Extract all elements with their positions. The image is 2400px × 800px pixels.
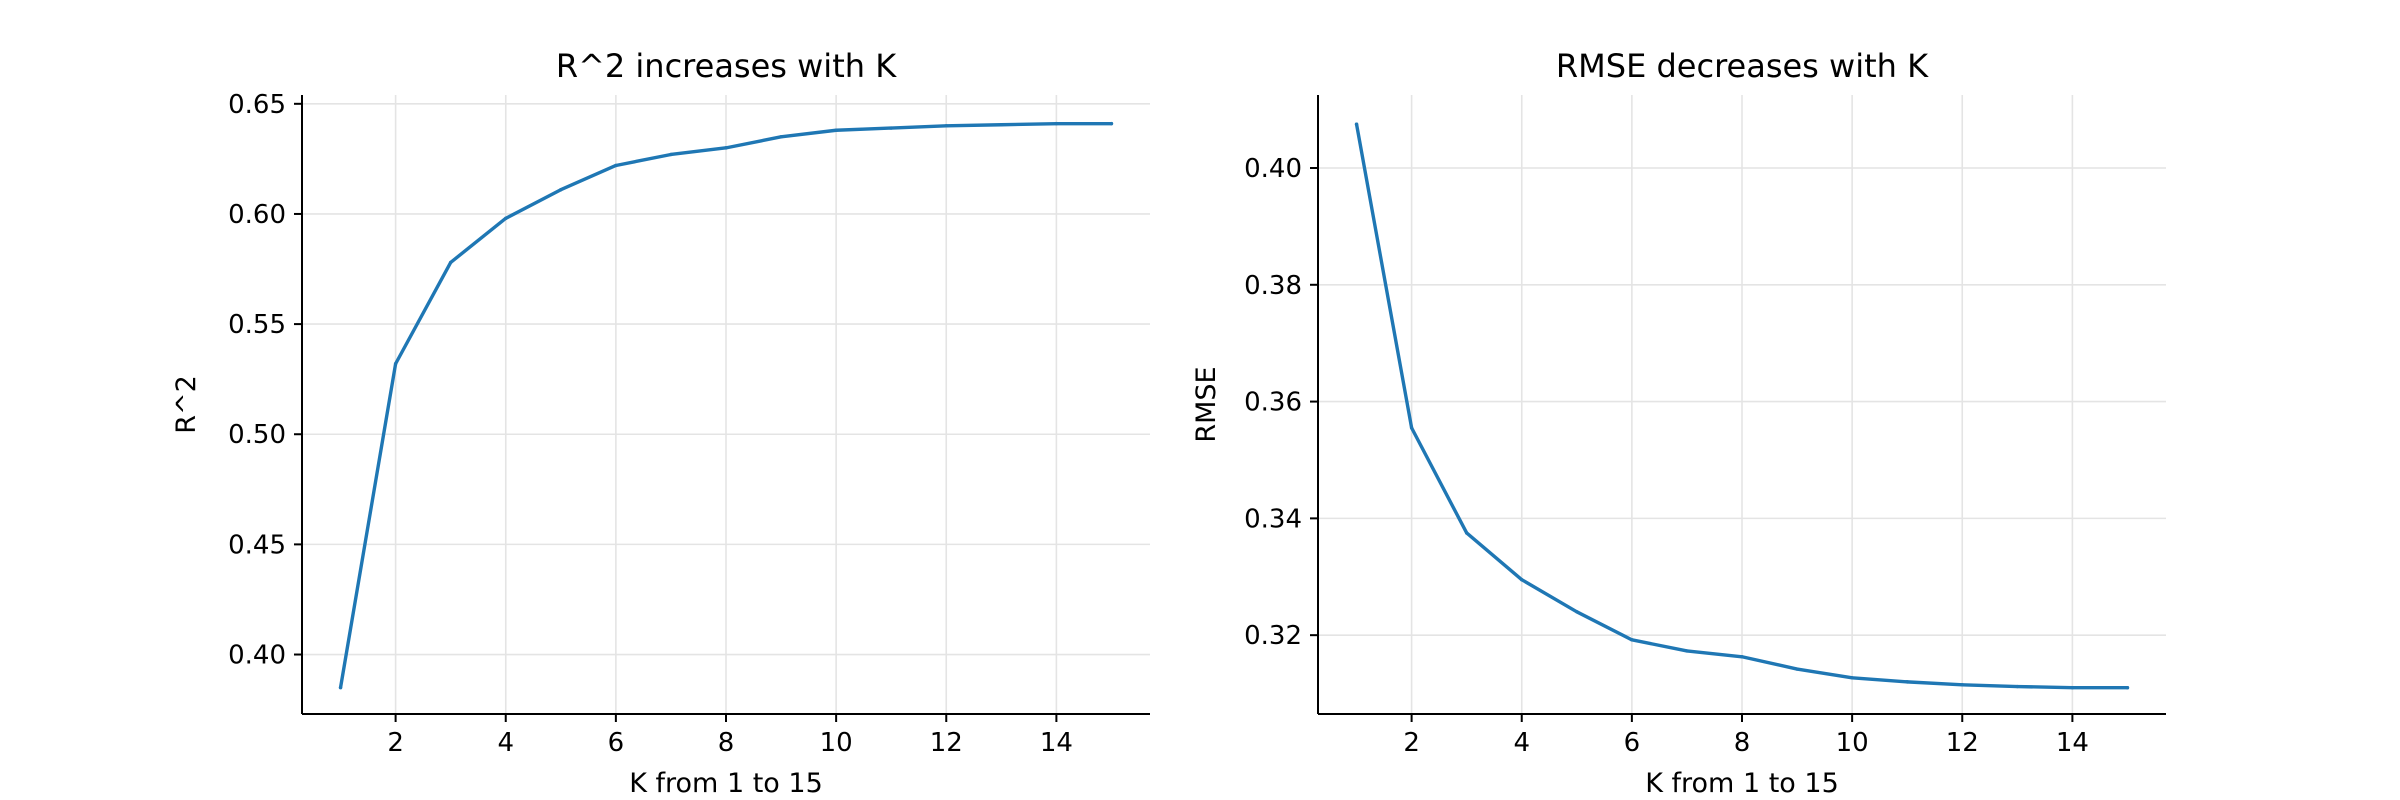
- rmse-data-point: [2015, 684, 2020, 689]
- r2-data-point: [559, 188, 563, 192]
- rmse-points: [1354, 122, 2130, 690]
- rmse-x-tick-label: 4: [1513, 728, 1530, 758]
- r2-x-axis-label: K from 1 to 15: [629, 768, 823, 799]
- rmse-data-point: [1740, 655, 1744, 659]
- chart-rmse: 2 4 6 8 10 12 14 0.32 0.34 0.36 0.38 0.40 RMSE dec…: [1191, 47, 2166, 799]
- rmse-data-point: [1409, 426, 1414, 430]
- r2-x-tick-label: 8: [718, 728, 735, 758]
- rmse-y-tick-label: 0.38: [1244, 271, 1302, 301]
- rmse-grid: [1318, 95, 2166, 714]
- rmse-data-point: [1630, 638, 1634, 642]
- r2-data-point: [999, 123, 1004, 127]
- r2-data-point: [393, 362, 398, 366]
- r2-y-tick-label: 0.40: [228, 641, 286, 671]
- r2-x-tick-label: 10: [820, 728, 853, 758]
- rmse-y-tick-label: 0.34: [1244, 504, 1302, 534]
- chart-r2: 2 4 6 8 10 12 14 0.40 0.45 0.50 0.55 0.60 0.65 R^2 …: [171, 47, 1150, 799]
- r2-x-ticks: 2 4 6 8 10 12 14: [387, 714, 1073, 758]
- r2-data-point: [1054, 121, 1059, 126]
- rmse-data-point: [2125, 686, 2130, 690]
- r2-data-point: [724, 146, 728, 150]
- rmse-data-point: [2070, 686, 2075, 690]
- r2-x-tick-label: 6: [608, 728, 625, 758]
- rmse-y-tick-label: 0.36: [1244, 388, 1302, 418]
- r2-x-tick-label: 2: [387, 728, 404, 758]
- r2-data-point: [779, 135, 783, 139]
- r2-y-tick-label: 0.65: [228, 90, 286, 120]
- rmse-data-point: [1520, 577, 1524, 582]
- rmse-data-point: [1795, 667, 1799, 671]
- r2-points: [338, 121, 1114, 690]
- r2-data-point: [448, 260, 453, 265]
- rmse-data-point: [1850, 676, 1854, 680]
- r2-y-tick-label: 0.55: [228, 310, 286, 340]
- r2-data-point: [944, 124, 948, 128]
- r2-y-axis-label: R^2: [171, 375, 202, 434]
- rmse-x-tick-label: 12: [1946, 728, 1979, 758]
- rmse-chart-title: RMSE decreases with K: [1556, 47, 1929, 85]
- rmse-x-axis-label: K from 1 to 15: [1645, 768, 1839, 799]
- r2-data-point: [1109, 121, 1114, 126]
- r2-y-tick-label: 0.60: [228, 200, 286, 230]
- rmse-x-ticks: 2 4 6 8 10 12 14: [1403, 714, 2089, 758]
- rmse-x-tick-label: 10: [1836, 728, 1869, 758]
- r2-x-tick-label: 14: [1040, 728, 1073, 758]
- r2-data-point: [614, 163, 618, 168]
- rmse-y-tick-label: 0.40: [1244, 154, 1302, 184]
- r2-data-point: [889, 126, 893, 130]
- r2-x-tick-label: 4: [497, 728, 514, 758]
- rmse-data-point: [1354, 122, 1359, 126]
- rmse-y-axis-label: RMSE: [1191, 366, 1222, 442]
- rmse-y-ticks: 0.32 0.34 0.36 0.38 0.40: [1244, 154, 1318, 651]
- r2-grid: [302, 95, 1150, 714]
- rmse-x-tick-label: 14: [2056, 728, 2089, 758]
- rmse-x-tick-label: 6: [1624, 728, 1641, 758]
- rmse-x-tick-label: 2: [1403, 728, 1420, 758]
- r2-y-tick-label: 0.50: [228, 420, 286, 450]
- r2-data-point: [669, 152, 673, 157]
- r2-y-tick-label: 0.45: [228, 530, 286, 560]
- r2-data-point: [834, 128, 838, 132]
- rmse-data-point: [1960, 683, 1964, 687]
- r2-chart-title: R^2 increases with K: [556, 47, 897, 85]
- rmse-data-point: [1464, 531, 1469, 535]
- r2-data-point: [504, 216, 508, 221]
- rmse-data-point: [1575, 610, 1579, 614]
- rmse-y-tick-label: 0.32: [1244, 621, 1302, 651]
- r2-x-tick-label: 12: [930, 728, 963, 758]
- r2-data-point: [338, 685, 343, 690]
- rmse-data-point: [1905, 680, 1909, 684]
- rmse-data-point: [1685, 649, 1689, 653]
- rmse-x-tick-label: 8: [1734, 728, 1751, 758]
- r2-y-ticks: 0.40 0.45 0.50 0.55 0.60 0.65: [228, 90, 302, 671]
